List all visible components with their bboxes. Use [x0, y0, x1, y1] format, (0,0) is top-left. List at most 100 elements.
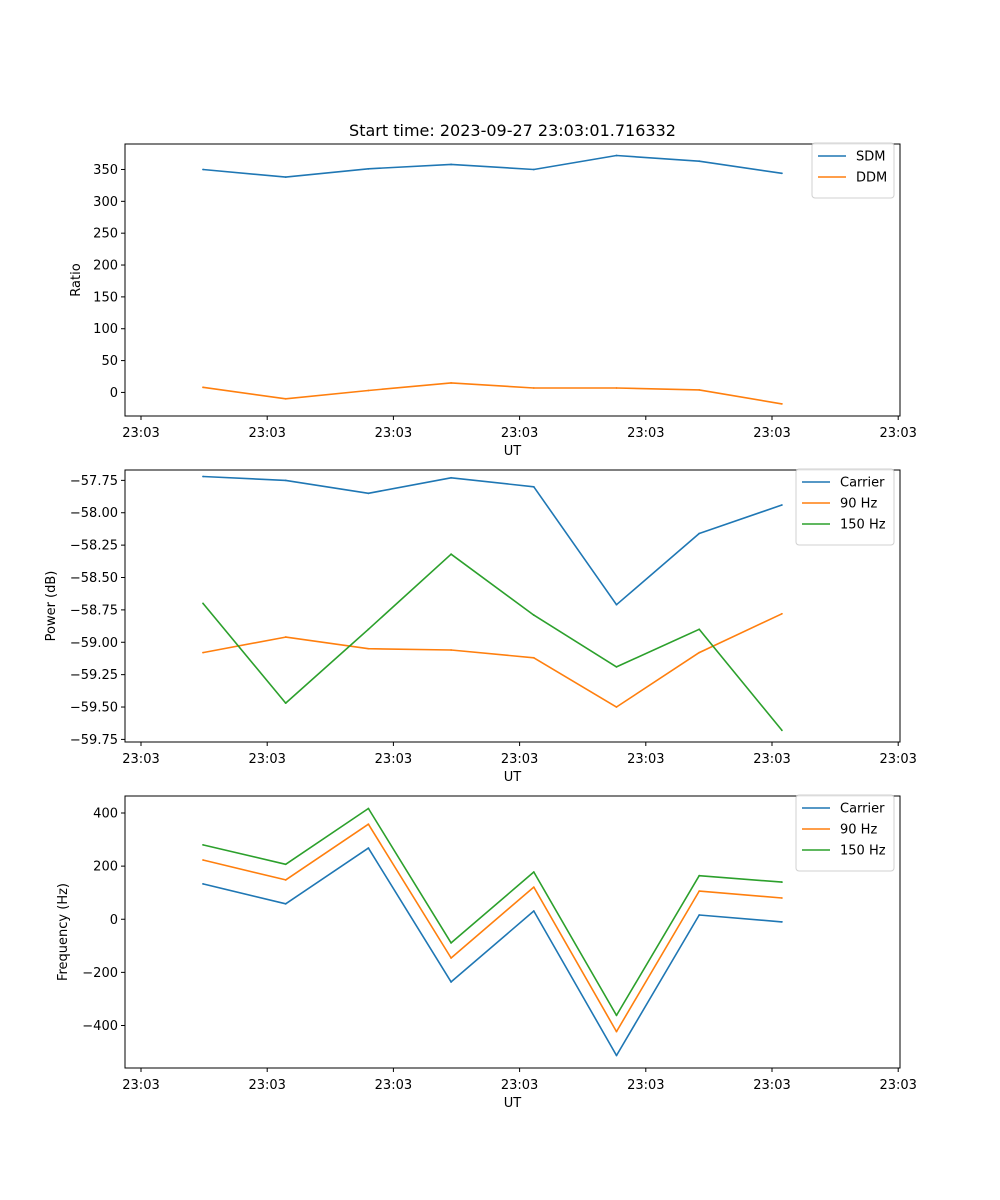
- legend-label: DDM: [856, 171, 887, 186]
- x-axis-label: UT: [504, 444, 522, 459]
- x-tick-label: 23:03: [501, 1078, 538, 1093]
- data-point-sdm: [781, 172, 783, 175]
- data-point-ddm: [532, 387, 535, 389]
- data-point-90-hz: [532, 656, 535, 659]
- data-point-150-hz: [698, 874, 701, 877]
- data-point-150-hz: [781, 881, 783, 883]
- y-tick-label: −58.25: [70, 539, 118, 554]
- y-axis-label: Frequency (Hz): [56, 883, 71, 981]
- data-point-sdm: [367, 167, 370, 170]
- data-point-carrier: [202, 883, 204, 885]
- y-tick-label: 200: [93, 259, 118, 274]
- y-axis-label: Ratio: [69, 263, 84, 296]
- series-line-sdm: [202, 154, 783, 178]
- data-point-90-hz: [450, 957, 452, 959]
- data-point-90-hz: [367, 823, 370, 826]
- y-tick-label: −59.00: [70, 636, 118, 651]
- legend-label: Carrier: [840, 476, 885, 491]
- figure-title: Start time: 2023-09-27 23:03:01.716332: [349, 121, 676, 140]
- y-tick-label: −59.75: [70, 733, 118, 748]
- data-point-carrier: [781, 504, 783, 506]
- data-point-ddm: [698, 388, 701, 391]
- data-point-150-hz: [367, 807, 370, 810]
- data-point-ddm: [202, 386, 204, 389]
- data-point-ddm: [284, 397, 287, 400]
- data-point-90-hz: [615, 706, 618, 708]
- x-tick-label: 23:03: [879, 1078, 916, 1093]
- y-tick-label: 150: [93, 290, 118, 305]
- data-point-90-hz: [698, 651, 701, 654]
- series-line-carrier: [202, 475, 783, 606]
- x-tick-label: 23:03: [122, 426, 159, 441]
- y-tick-label: 400: [93, 807, 118, 822]
- data-point-sdm: [698, 160, 701, 163]
- legend-box: [795, 468, 895, 546]
- series-line-150-hz: [202, 807, 782, 1017]
- y-tick-label: −400: [82, 1019, 118, 1034]
- data-point-90-hz: [284, 636, 287, 638]
- data-point-150-hz: [698, 628, 701, 631]
- x-tick-label: 23:03: [248, 752, 285, 767]
- y-tick-label: −58.00: [70, 506, 118, 521]
- data-point-ddm: [450, 381, 452, 384]
- data-point-carrier: [284, 479, 287, 482]
- x-tick-label: 23:03: [879, 426, 916, 441]
- x-tick-label: 23:03: [627, 1078, 664, 1093]
- data-point-carrier: [781, 921, 783, 923]
- y-tick-label: 200: [93, 860, 118, 875]
- data-point-sdm: [450, 163, 452, 166]
- x-tick-label: 23:03: [501, 426, 538, 441]
- y-tick-label: 50: [101, 354, 118, 369]
- data-point-150-hz: [367, 628, 370, 631]
- x-tick-label: 23:03: [122, 752, 159, 767]
- y-tick-label: 350: [93, 163, 118, 178]
- subplot-1: 0 50 100 150 200 250 300 350 23:03 23:03 23:03 23:0…: [69, 142, 917, 459]
- x-axis-label: UT: [504, 1096, 522, 1111]
- data-point-150-hz: [615, 1014, 618, 1017]
- axes-frame: [124, 469, 901, 743]
- axes-frame: [124, 795, 901, 1069]
- x-axis-label: UT: [504, 770, 522, 785]
- data-point-90-hz: [698, 890, 701, 892]
- y-tick-label: 0: [110, 386, 118, 401]
- legend-label: 90 Hz: [840, 497, 877, 512]
- data-point-90-hz: [202, 651, 204, 654]
- x-tick-label: 23:03: [248, 426, 285, 441]
- data-point-150-hz: [284, 702, 287, 705]
- data-point-150-hz: [532, 614, 535, 616]
- legend-label: 150 Hz: [840, 518, 886, 533]
- data-point-90-hz: [367, 647, 370, 650]
- data-point-carrier: [284, 902, 287, 905]
- x-tick-label: 23:03: [879, 752, 916, 767]
- data-point-90-hz: [284, 879, 287, 881]
- data-point-sdm: [284, 176, 287, 179]
- legend-label: Carrier: [840, 802, 885, 817]
- y-tick-label: −200: [82, 966, 118, 981]
- data-point-ddm: [781, 402, 783, 405]
- data-point-carrier: [450, 981, 452, 983]
- subplots: 0 50 100 150 200 250 300 350 23:03 23:03 23:03 23:0…: [44, 142, 917, 1111]
- data-point-90-hz: [532, 886, 535, 889]
- data-point-90-hz: [781, 897, 783, 899]
- data-point-carrier: [367, 847, 370, 849]
- y-tick-label: −59.50: [70, 701, 118, 716]
- data-point-carrier: [532, 910, 535, 912]
- data-point-carrier: [202, 475, 204, 478]
- y-axis-label: Power (dB): [44, 571, 59, 642]
- x-tick-label: 23:03: [248, 1078, 285, 1093]
- data-point-sdm: [202, 168, 204, 171]
- data-point-150-hz: [450, 941, 452, 944]
- subplot-3: −400 −200 0 200 400 23:03 23:03 23:03 23:03 23:03…: [56, 794, 917, 1111]
- data-point-90-hz: [781, 612, 783, 615]
- y-tick-label: 250: [93, 227, 118, 242]
- x-tick-label: 23:03: [375, 1078, 412, 1093]
- x-tick-label: 23:03: [375, 752, 412, 767]
- legend-label: SDM: [856, 150, 885, 165]
- y-tick-label: −58.75: [70, 603, 118, 618]
- data-point-150-hz: [615, 665, 618, 668]
- x-tick-label: 23:03: [122, 1078, 159, 1093]
- data-point-150-hz: [202, 843, 204, 846]
- x-tick-label: 23:03: [627, 426, 664, 441]
- data-point-carrier: [532, 485, 535, 488]
